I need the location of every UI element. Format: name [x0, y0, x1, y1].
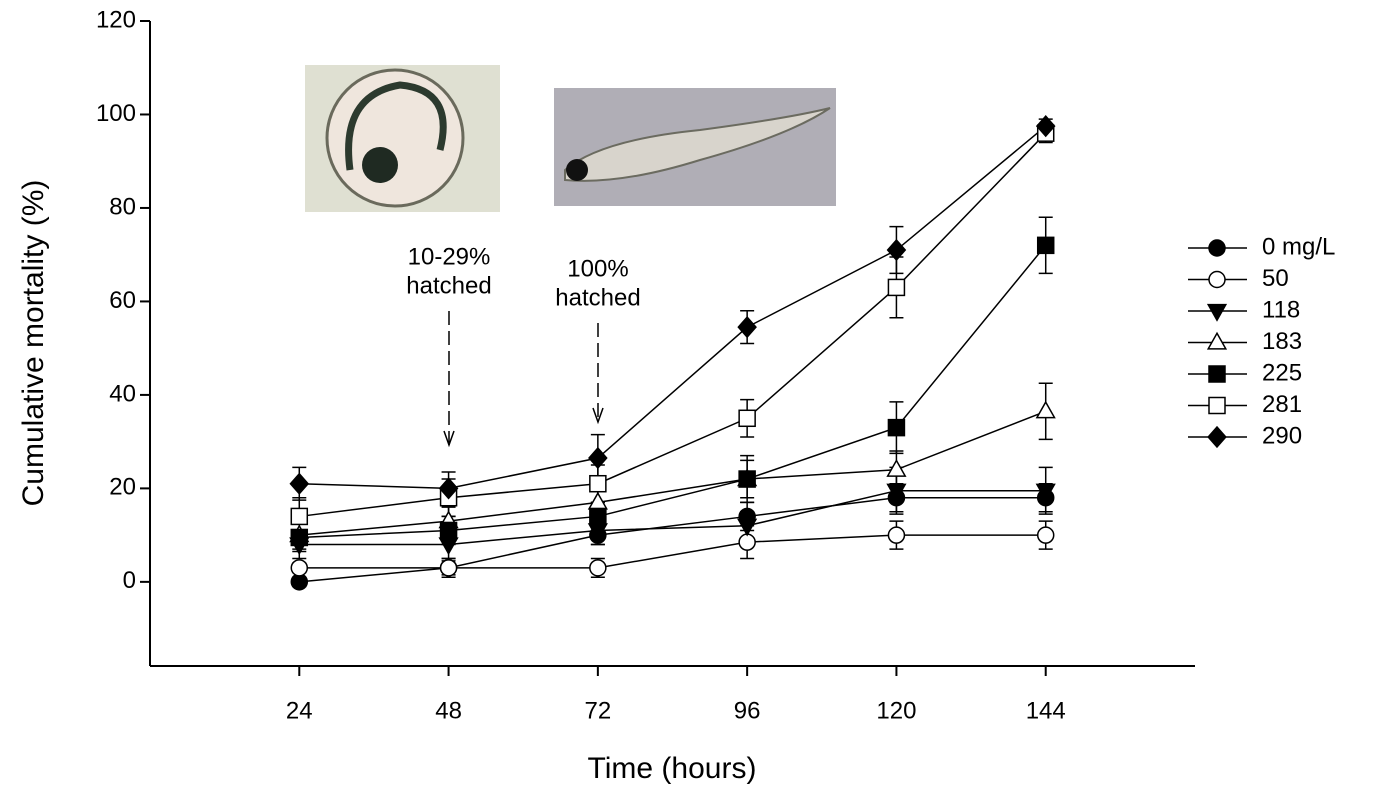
marker	[1206, 303, 1228, 322]
series-line	[299, 410, 1046, 536]
embryo-photo	[305, 65, 500, 212]
marker	[439, 559, 458, 577]
series-line	[299, 125, 1047, 490]
y-tick-label: 120	[96, 6, 136, 33]
marker	[1208, 270, 1226, 289]
marker	[738, 409, 756, 428]
legend-label: 0 mg/L	[1262, 233, 1335, 260]
y-tick-label: 80	[109, 193, 136, 220]
marker	[738, 470, 756, 488]
legend-label: 290	[1262, 422, 1302, 449]
marker	[886, 238, 907, 262]
marker	[589, 474, 607, 493]
marker	[887, 526, 906, 544]
marker	[290, 559, 309, 577]
marker	[1207, 425, 1227, 449]
annotation: hatched	[555, 284, 640, 311]
marker	[886, 483, 907, 502]
y-tick-label: 100	[96, 100, 136, 127]
marker	[290, 528, 309, 547]
annotation-arrowhead	[443, 430, 455, 448]
annotation-arrowhead	[592, 407, 604, 425]
larva-photo	[554, 88, 836, 206]
legend-label: 50	[1262, 265, 1289, 292]
marker	[737, 316, 757, 339]
marker	[1035, 483, 1056, 502]
marker	[1036, 236, 1055, 255]
series-line	[299, 244, 1047, 539]
y-tick-label: 40	[109, 380, 136, 407]
x-tick-label: 72	[585, 697, 612, 724]
marker	[589, 507, 607, 526]
series-line	[299, 534, 1046, 569]
x-tick-label: 24	[286, 697, 313, 724]
marker	[1206, 331, 1228, 350]
marker	[588, 446, 608, 470]
series-line	[299, 496, 1046, 583]
marker	[438, 537, 459, 556]
x-axis-title: Time (hours)	[588, 752, 757, 785]
annotation: hatched	[406, 272, 491, 299]
y-tick-label: 60	[109, 287, 136, 314]
annotation: 100%	[567, 255, 628, 282]
legend-label: 225	[1262, 359, 1302, 386]
x-tick-label: 144	[1026, 697, 1066, 724]
marker	[1035, 400, 1056, 419]
marker	[439, 521, 458, 540]
marker	[1035, 115, 1056, 138]
marker	[887, 418, 906, 437]
legend-label: 281	[1262, 391, 1302, 418]
marker	[1208, 365, 1226, 383]
marker	[438, 477, 459, 500]
marker	[290, 507, 309, 526]
marker	[738, 533, 756, 551]
legend-label: 118	[1262, 296, 1300, 323]
series-line	[299, 489, 1046, 546]
y-tick-label: 0	[123, 567, 136, 594]
marker	[1036, 526, 1055, 544]
marker	[589, 559, 607, 577]
annotation: 10-29%	[408, 243, 491, 270]
marker	[1208, 239, 1226, 257]
marker	[737, 518, 758, 537]
y-tick-label: 20	[109, 474, 136, 501]
marker	[887, 278, 906, 297]
x-tick-label: 96	[734, 697, 761, 724]
legend-label: 183	[1262, 328, 1302, 355]
marker	[1208, 396, 1226, 415]
series-line	[299, 132, 1047, 518]
marker	[886, 458, 907, 477]
marker	[289, 472, 310, 495]
x-tick-label: 120	[876, 697, 916, 724]
x-tick-label: 48	[435, 697, 462, 724]
y-axis-title: Cumulative mortality (%)	[17, 180, 50, 507]
